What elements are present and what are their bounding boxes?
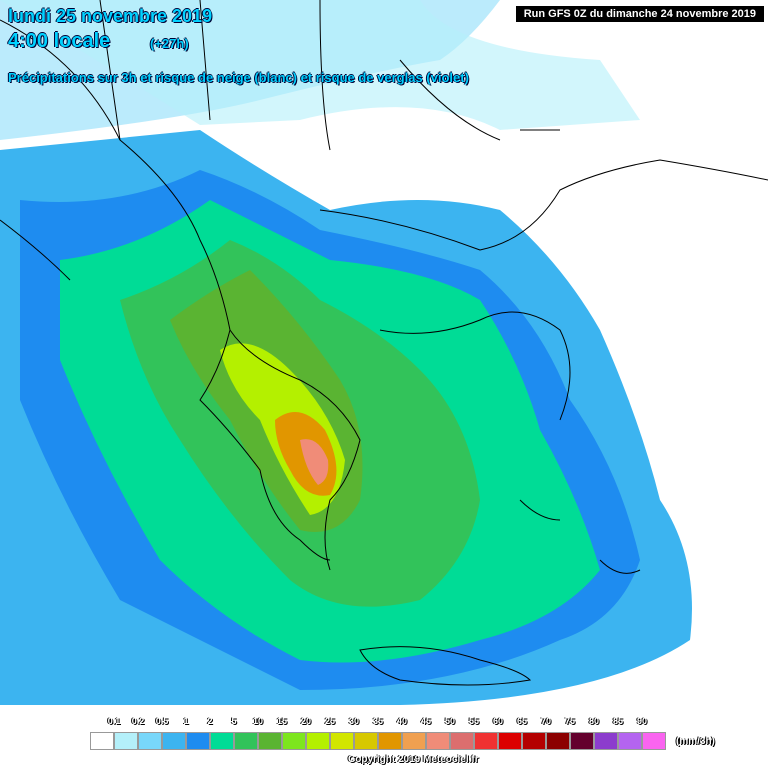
legend-label: 90 xyxy=(636,716,648,726)
legend-label: 1 xyxy=(183,716,189,726)
legend-swatch xyxy=(378,732,402,750)
legend-swatch xyxy=(642,732,666,750)
legend-swatch xyxy=(498,732,522,750)
legend-swatch xyxy=(546,732,570,750)
legend-label: 0.1 xyxy=(107,716,121,726)
legend-label: 0.2 xyxy=(131,716,145,726)
legend-swatch xyxy=(330,732,354,750)
legend-swatch xyxy=(450,732,474,750)
legend-label: 2 xyxy=(207,716,213,726)
legend-label: 35 xyxy=(372,716,384,726)
legend-label: 0.5 xyxy=(155,716,169,726)
legend-label: 15 xyxy=(276,716,288,726)
legend-swatch xyxy=(210,732,234,750)
legend-swatch xyxy=(90,732,114,750)
legend-label: 10 xyxy=(252,716,264,726)
legend-swatch xyxy=(258,732,282,750)
legend-label: 65 xyxy=(516,716,528,726)
offset: (+27h) xyxy=(150,36,189,51)
legend-label: 25 xyxy=(324,716,336,726)
legend-label: 70 xyxy=(540,716,552,726)
legend-label: 80 xyxy=(588,716,600,726)
legend-label: 55 xyxy=(468,716,480,726)
time: 4:00 locale xyxy=(8,30,111,52)
legend-unit: (mm/3h) xyxy=(676,736,715,747)
legend: 0.1 0.2 0.5 1 2 5 10 15 20 25 30 35 40 45 50 55 60 65 70 75… xyxy=(90,712,768,768)
legend-swatch xyxy=(402,732,426,750)
legend-label: 45 xyxy=(420,716,432,726)
legend-label: 60 xyxy=(492,716,504,726)
legend-label: 40 xyxy=(396,716,408,726)
legend-swatch xyxy=(354,732,378,750)
date: lundi 25 novembre 2019 xyxy=(8,6,213,26)
legend-swatch xyxy=(162,732,186,750)
legend-label: 85 xyxy=(612,716,624,726)
legend-swatch xyxy=(186,732,210,750)
legend-swatch xyxy=(570,732,594,750)
legend-swatch xyxy=(594,732,618,750)
run-info: Run GFS 0Z du dimanche 24 novembre 2019 xyxy=(515,6,764,22)
legend-swatch xyxy=(282,732,306,750)
legend-swatch xyxy=(426,732,450,750)
legend-swatch xyxy=(234,732,258,750)
legend-swatch xyxy=(474,732,498,750)
legend-label: 5 xyxy=(231,716,237,726)
legend-swatch xyxy=(138,732,162,750)
legend-label: 20 xyxy=(300,716,312,726)
legend-swatch xyxy=(306,732,330,750)
legend-swatch xyxy=(114,732,138,750)
copyright: Copyright 2019 Meteociel.fr xyxy=(348,754,479,765)
legend-swatch xyxy=(522,732,546,750)
legend-label: 30 xyxy=(348,716,360,726)
legend-label: 75 xyxy=(564,716,576,726)
subtitle: Précipitations sur 3h et risque de neige… xyxy=(8,70,469,85)
legend-label: 50 xyxy=(444,716,456,726)
legend-swatch xyxy=(618,732,642,750)
